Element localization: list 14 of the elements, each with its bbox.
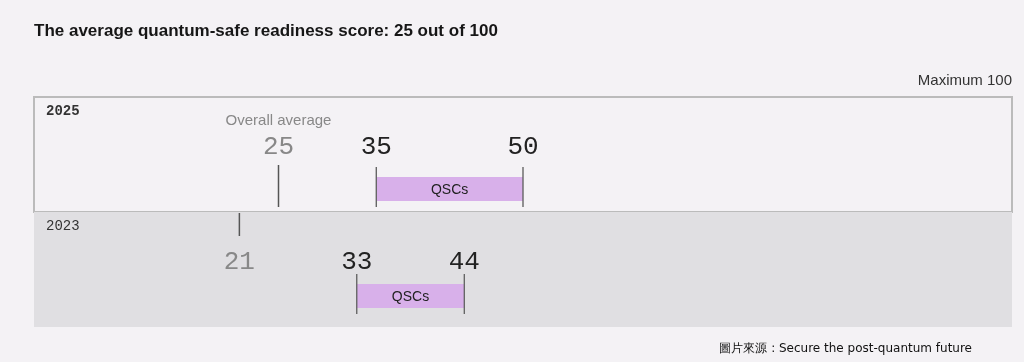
x-tick-label: 21 — [223, 247, 255, 277]
y-tick-label: 2025 — [46, 103, 80, 119]
series-label: QSCs — [430, 181, 469, 197]
chart-title: The average quantum-safe readiness score: 25 out of 100 — [34, 21, 498, 40]
x-tick-label: 44 — [448, 247, 480, 277]
x-tick-label: 33 — [341, 247, 373, 277]
series-label: QSCs — [391, 288, 430, 304]
x-tick-label: 35 — [360, 132, 392, 162]
y-tick-label: 2023 — [46, 218, 80, 234]
x-tick-label: 50 — [507, 132, 539, 162]
text: 圖片來源 : Secure the post-quantum future — [719, 341, 972, 355]
text: Maximum 100 — [917, 71, 1012, 88]
x-tick-label: 25 — [262, 132, 295, 162]
annotation: Overall average — [225, 111, 332, 128]
